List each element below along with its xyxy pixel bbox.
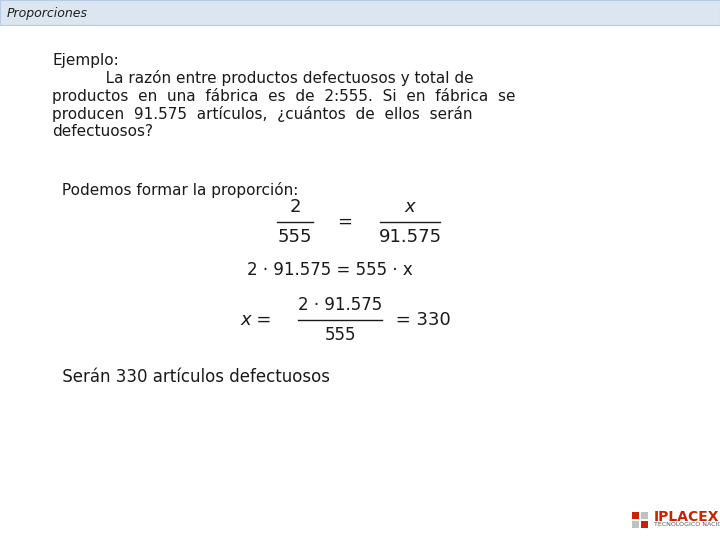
Text: 2: 2 (289, 198, 301, 216)
Text: 2 · 91.575: 2 · 91.575 (298, 296, 382, 314)
Text: productos  en  una  fábrica  es  de  2:555.  Si  en  fábrica  se: productos en una fábrica es de 2:555. Si… (52, 88, 516, 104)
Text: Serán 330 artículos defectuosos: Serán 330 artículos defectuosos (57, 368, 330, 386)
FancyBboxPatch shape (641, 512, 648, 519)
Text: La razón entre productos defectuosos y total de: La razón entre productos defectuosos y t… (52, 70, 474, 86)
Text: Podemos formar la proporción:: Podemos formar la proporción: (57, 182, 298, 198)
Text: IPLACEX: IPLACEX (654, 510, 719, 524)
Text: TECNOLÓGICO NACIONAL: TECNOLÓGICO NACIONAL (654, 523, 720, 528)
Text: 555: 555 (324, 326, 356, 344)
Text: defectuosos?: defectuosos? (52, 124, 153, 139)
Text: 91.575: 91.575 (379, 228, 441, 246)
Text: 2 · 91.575 = 555 · x: 2 · 91.575 = 555 · x (247, 261, 413, 279)
Text: x: x (405, 198, 415, 216)
FancyBboxPatch shape (632, 521, 639, 528)
Text: Ejemplo:: Ejemplo: (52, 53, 119, 68)
FancyBboxPatch shape (632, 512, 639, 519)
FancyBboxPatch shape (0, 0, 720, 25)
Text: Proporciones: Proporciones (7, 6, 88, 19)
Text: = 330: = 330 (390, 311, 451, 329)
Text: producen  91.575  artículos,  ¿cuántos  de  ellos  serán: producen 91.575 artículos, ¿cuántos de e… (52, 106, 472, 122)
Text: 555: 555 (278, 228, 312, 246)
FancyBboxPatch shape (641, 521, 648, 528)
Text: x =: x = (240, 311, 277, 329)
Text: =: = (338, 213, 353, 231)
